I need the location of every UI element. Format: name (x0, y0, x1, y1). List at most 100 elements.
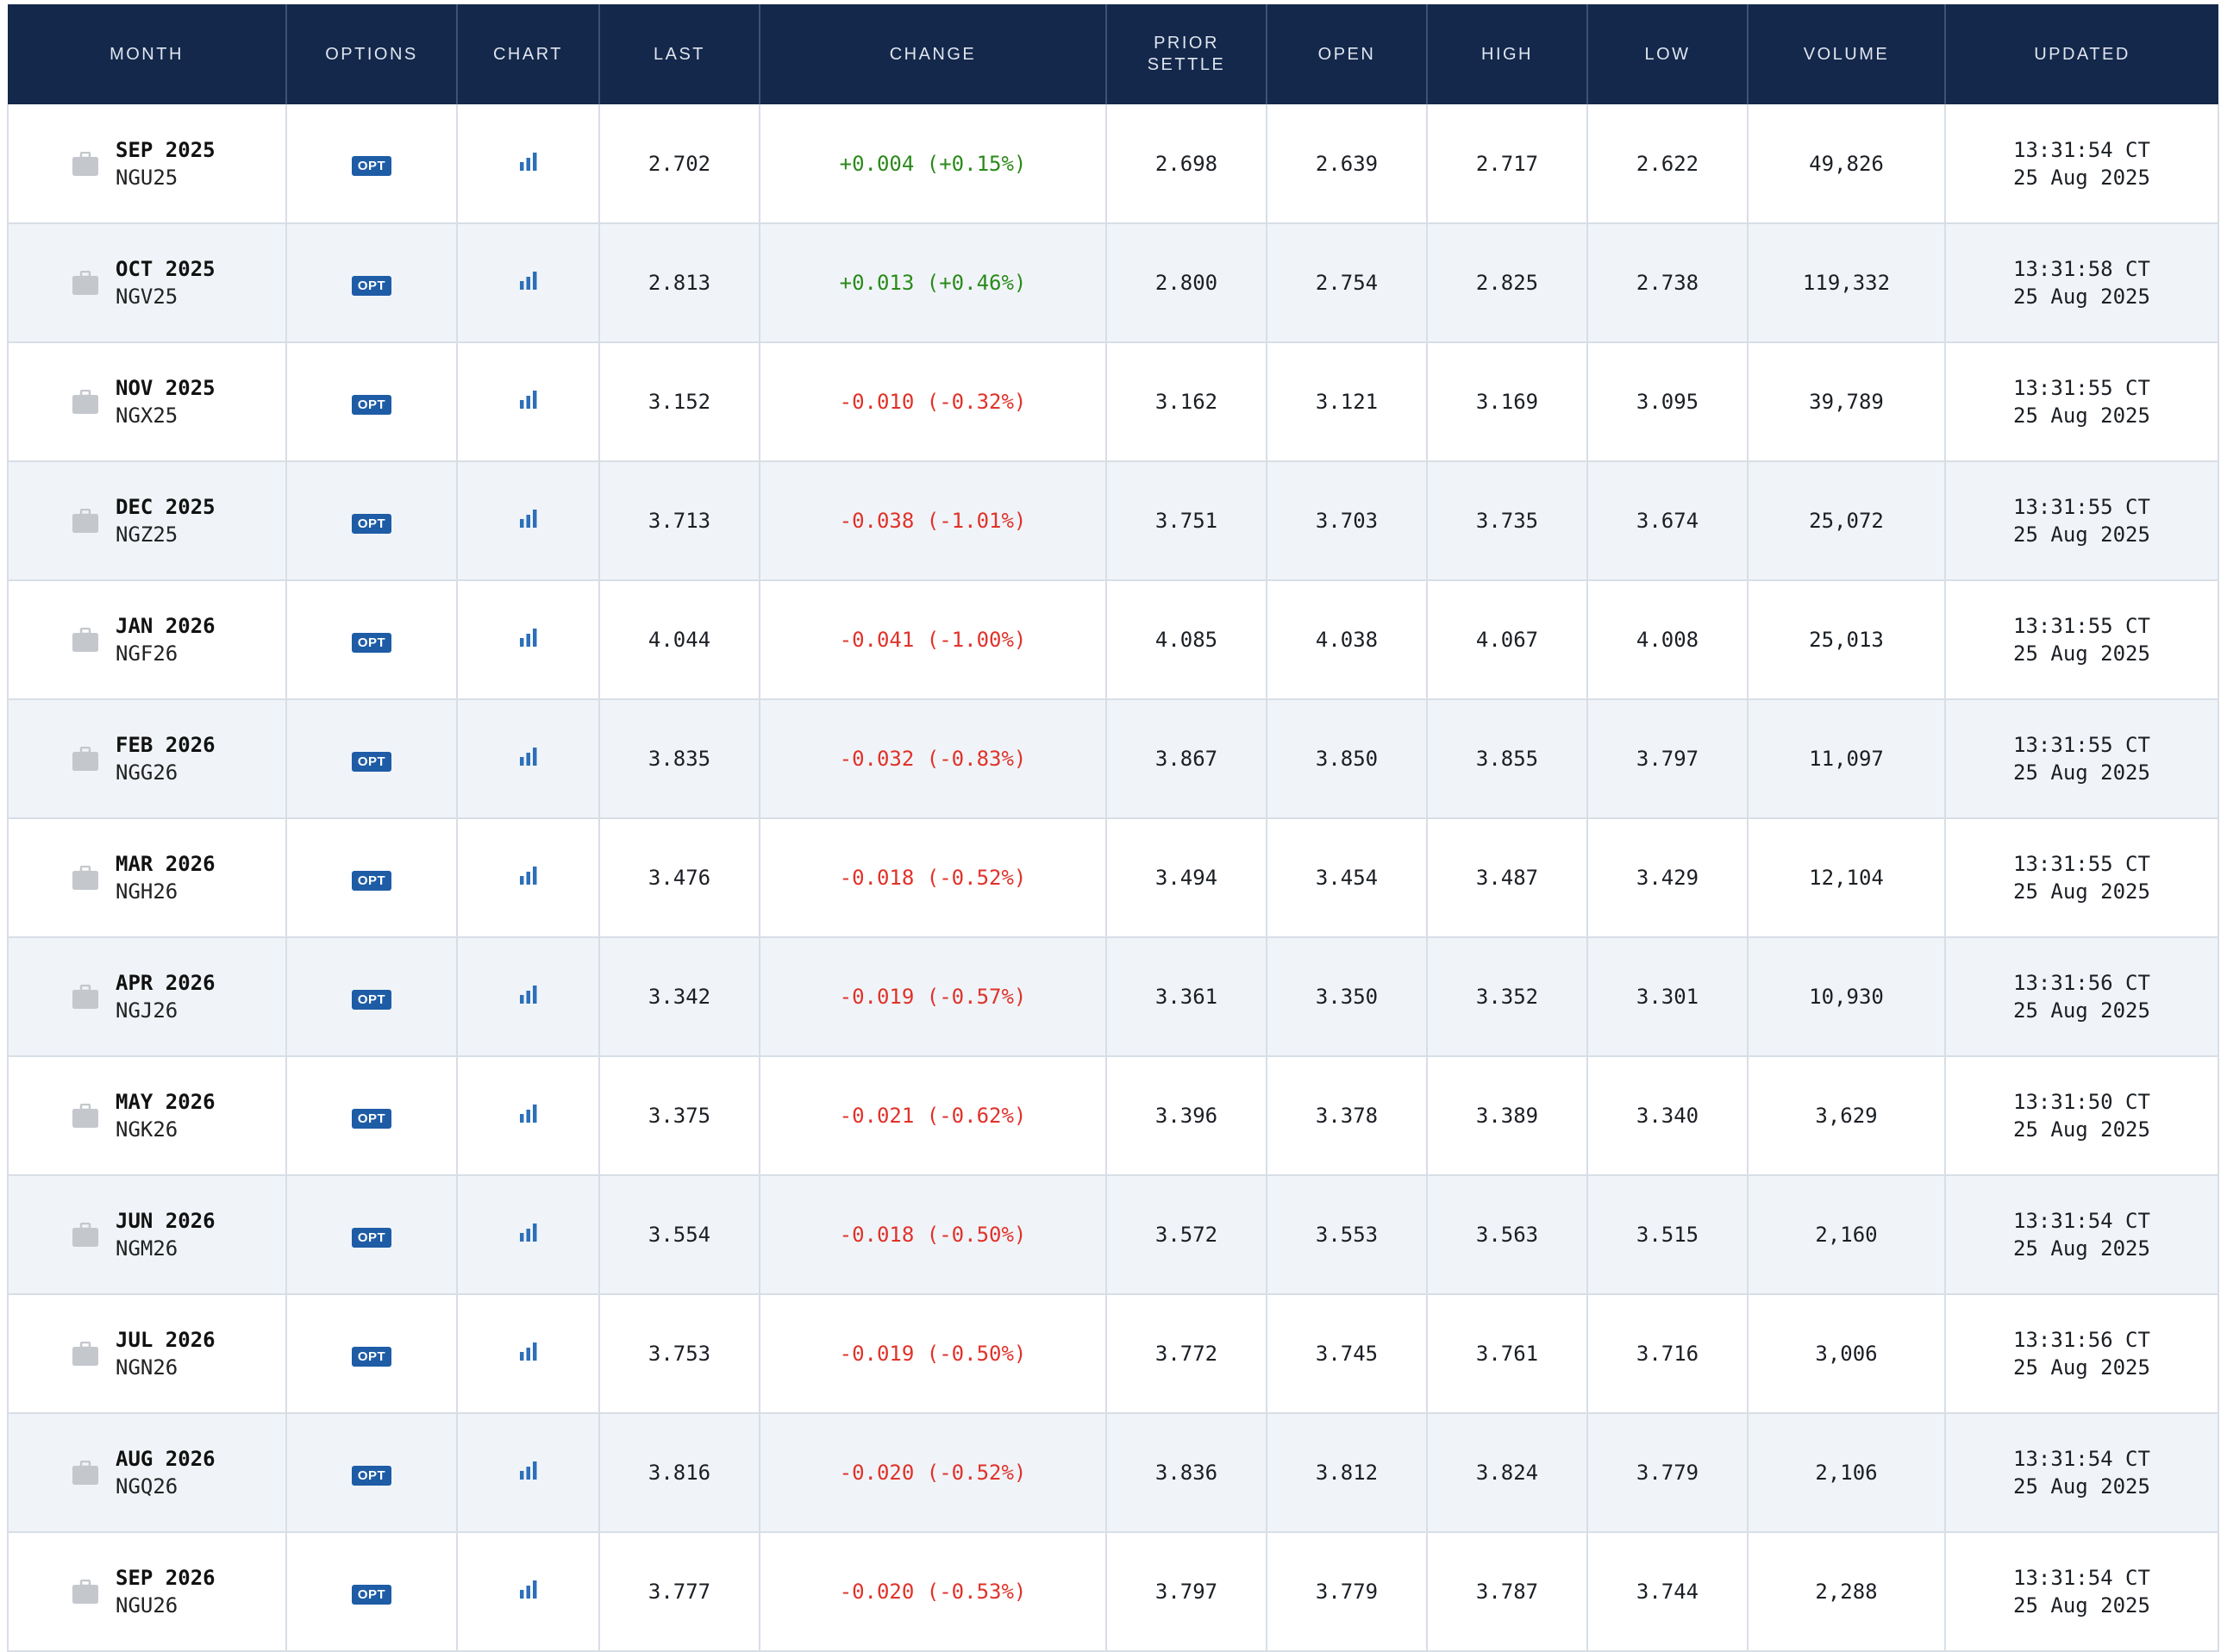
month-cell: SEP 2026 NGU26 (7, 1532, 287, 1652)
contract-month[interactable]: JUN 2026 (116, 1209, 216, 1233)
contract-month[interactable]: OCT 2025 (116, 257, 216, 281)
bar-chart-icon[interactable] (518, 985, 539, 1004)
contract-code: NGN26 (116, 1355, 178, 1380)
low-value: 2.622 (1587, 104, 1749, 224)
briefcase-icon[interactable] (72, 1223, 98, 1247)
bar-chart-icon[interactable] (518, 152, 539, 171)
updated-time: 13:31:56 CT (2013, 1328, 2150, 1352)
chart-cell (457, 1056, 600, 1176)
options-button[interactable]: OPT (351, 275, 392, 296)
contract-month[interactable]: SEP 2026 (116, 1566, 216, 1590)
header-last: LAST (599, 4, 760, 104)
briefcase-icon[interactable] (72, 1461, 98, 1485)
change-value: -0.019 (-0.57%) (760, 937, 1107, 1057)
options-button[interactable]: OPT (351, 1227, 392, 1248)
updated-time: 13:31:55 CT (2013, 495, 2150, 519)
bar-chart-icon[interactable] (518, 271, 539, 290)
contract-month[interactable]: APR 2026 (116, 971, 216, 995)
bar-chart-icon[interactable] (518, 747, 539, 766)
bar-chart-icon[interactable] (518, 866, 539, 885)
options-button[interactable]: OPT (351, 513, 392, 534)
options-button[interactable]: OPT (351, 156, 392, 176)
briefcase-icon[interactable] (72, 1104, 98, 1128)
low-value: 3.429 (1587, 818, 1749, 938)
contract-month[interactable]: AUG 2026 (116, 1447, 216, 1471)
briefcase-icon[interactable] (72, 985, 98, 1009)
bar-chart-icon[interactable] (518, 628, 539, 647)
options-button[interactable]: OPT (351, 751, 392, 772)
bar-chart-icon[interactable] (518, 390, 539, 409)
table-row: JAN 2026 NGF26 OPT 4.044 -0.041 (-1.00%)… (7, 580, 2219, 700)
options-cell: OPT (286, 699, 458, 819)
open-value: 3.378 (1267, 1056, 1428, 1176)
contract-code: NGU26 (116, 1593, 178, 1618)
header-month: MONTH (8, 4, 287, 104)
prior-settle-value: 2.800 (1106, 223, 1267, 343)
contract-month[interactable]: JUL 2026 (116, 1328, 216, 1352)
briefcase-icon[interactable] (72, 747, 98, 771)
bar-chart-icon[interactable] (518, 1223, 539, 1242)
change-value: -0.020 (-0.52%) (760, 1413, 1107, 1533)
contract-code: NGV25 (116, 285, 178, 309)
volume-value: 12,104 (1748, 818, 1946, 938)
header-change: CHANGE (760, 4, 1107, 104)
last-value: 3.476 (599, 818, 760, 938)
chart-cell (457, 104, 600, 224)
month-cell: JUL 2026 NGN26 (7, 1294, 287, 1414)
high-value: 4.067 (1427, 580, 1588, 700)
month-cell: OCT 2025 NGV25 (7, 223, 287, 343)
prior-settle-value: 3.772 (1106, 1294, 1267, 1414)
options-button[interactable]: OPT (351, 1346, 392, 1367)
change-value: -0.018 (-0.52%) (760, 818, 1107, 938)
bar-chart-icon[interactable] (518, 1461, 539, 1480)
updated-date: 25 Aug 2025 (2013, 404, 2150, 428)
contract-month[interactable]: NOV 2025 (116, 376, 216, 400)
options-button[interactable]: OPT (351, 1108, 392, 1129)
briefcase-icon[interactable] (72, 151, 98, 176)
low-value: 3.797 (1587, 699, 1749, 819)
options-button[interactable]: OPT (351, 870, 392, 891)
bar-chart-icon[interactable] (518, 509, 539, 528)
contract-month[interactable]: JAN 2026 (116, 614, 216, 638)
volume-value: 2,160 (1748, 1175, 1946, 1295)
options-button[interactable]: OPT (351, 632, 392, 653)
options-button[interactable]: OPT (351, 1465, 392, 1486)
change-value: +0.004 (+0.15%) (760, 104, 1107, 224)
high-value: 2.825 (1427, 223, 1588, 343)
bar-chart-icon[interactable] (518, 1104, 539, 1123)
change-value: -0.010 (-0.32%) (760, 342, 1107, 462)
month-cell: JUN 2026 NGM26 (7, 1175, 287, 1295)
chart-cell (457, 818, 600, 938)
options-cell: OPT (286, 580, 458, 700)
briefcase-icon[interactable] (72, 628, 98, 652)
contract-month[interactable]: FEB 2026 (116, 733, 216, 757)
briefcase-icon[interactable] (72, 271, 98, 295)
options-button[interactable]: OPT (351, 989, 392, 1010)
contract-month[interactable]: MAY 2026 (116, 1090, 216, 1114)
options-button[interactable]: OPT (351, 1584, 392, 1605)
updated-cell: 13:31:55 CT 25 Aug 2025 (1945, 461, 2219, 581)
table-row: AUG 2026 NGQ26 OPT 3.816 -0.020 (-0.52%)… (7, 1413, 2219, 1533)
contract-month[interactable]: MAR 2026 (116, 852, 216, 876)
change-value: -0.041 (-1.00%) (760, 580, 1107, 700)
quotes-table-container: MONTH OPTIONS CHART LAST CHANGE PRIOR SET… (7, 4, 2219, 1652)
header-prior-settle: PRIOR SETTLE (1106, 4, 1267, 104)
low-value: 3.340 (1587, 1056, 1749, 1176)
last-value: 4.044 (599, 580, 760, 700)
chart-cell (457, 699, 600, 819)
contract-month[interactable]: SEP 2025 (116, 137, 216, 162)
briefcase-icon[interactable] (72, 866, 98, 890)
briefcase-icon[interactable] (72, 390, 98, 414)
briefcase-icon[interactable] (72, 1342, 98, 1366)
updated-time: 13:31:54 CT (2013, 1566, 2150, 1590)
briefcase-icon[interactable] (72, 509, 98, 533)
options-button[interactable]: OPT (351, 394, 392, 415)
contract-month[interactable]: DEC 2025 (116, 495, 216, 519)
low-value: 3.674 (1587, 461, 1749, 581)
high-value: 3.389 (1427, 1056, 1588, 1176)
options-cell: OPT (286, 104, 458, 224)
briefcase-icon[interactable] (72, 1580, 98, 1604)
bar-chart-icon[interactable] (518, 1580, 539, 1599)
volume-value: 2,106 (1748, 1413, 1946, 1533)
bar-chart-icon[interactable] (518, 1342, 539, 1361)
